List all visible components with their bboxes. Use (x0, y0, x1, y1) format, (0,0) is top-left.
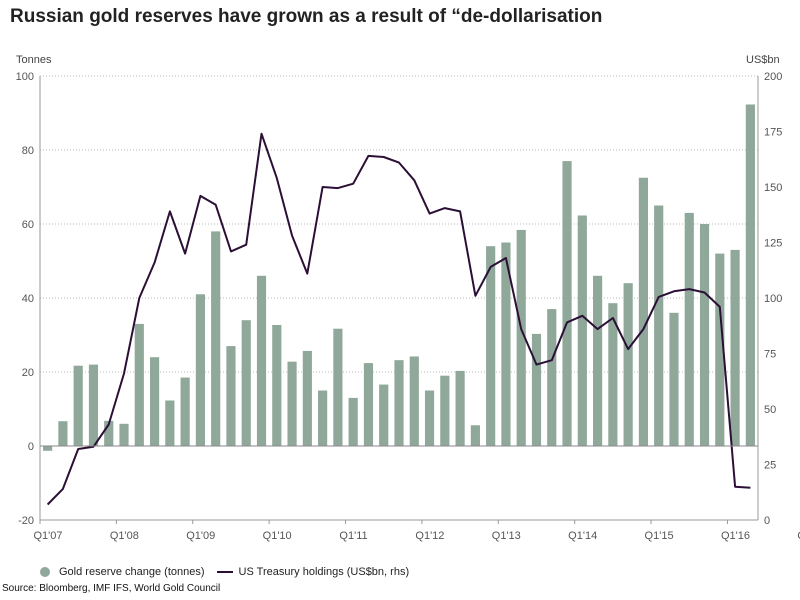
treasury-line (46, 132, 751, 506)
source-note: Source: Bloomberg, IMF IFS, World Gold C… (2, 583, 221, 594)
bar (287, 361, 297, 446)
left-tick-label: 0 (28, 441, 34, 453)
bar (43, 446, 53, 451)
right-tick-label: 50 (764, 404, 776, 416)
bar (699, 224, 710, 446)
bar (272, 325, 282, 446)
bar (531, 333, 542, 446)
legend-bar-swatch (40, 567, 50, 577)
x-tick-label: Q1'15 (645, 530, 674, 542)
bar (134, 323, 144, 446)
legend-line-label: US Treasury holdings (US$bn, rhs) (238, 566, 410, 578)
bar (88, 364, 99, 446)
x-tick-label: Q1'13 (492, 530, 521, 542)
bar (684, 212, 694, 446)
bars-layer (43, 104, 755, 451)
bar (318, 390, 328, 446)
right-tick-label: 150 (764, 182, 782, 194)
grid-layer (40, 75, 758, 373)
left-tick-label: 80 (22, 145, 34, 157)
bar (104, 420, 114, 446)
bar (455, 370, 465, 446)
bar (394, 360, 404, 446)
bar (256, 275, 267, 446)
line-layer (46, 132, 751, 506)
right-tick-label: 75 (764, 349, 776, 361)
x-tick-label: Q1'12 (415, 530, 444, 542)
bar (577, 215, 587, 446)
x-tick-label: Q1'08 (110, 530, 139, 542)
bar (119, 423, 129, 446)
left-tick-label: -20 (18, 515, 34, 527)
right-tick-label: 100 (764, 293, 782, 305)
bar (211, 231, 221, 446)
bar (608, 303, 618, 446)
legend-line-swatch (216, 571, 233, 573)
left-tick-label: 40 (22, 293, 34, 305)
left-tick-label: 100 (16, 71, 34, 83)
bar (486, 246, 496, 446)
left-tick-label: 60 (22, 219, 34, 231)
x-tick-label: Q1'17 (797, 530, 800, 542)
axis-layer: -20 0 20 40 60 80 100 0 25 50 75 100 125 150 175 200 Q1'… (16, 71, 800, 542)
bar (654, 205, 664, 446)
bar (195, 294, 205, 446)
bar (562, 161, 572, 446)
bar (348, 397, 358, 446)
bar (593, 275, 603, 446)
chart-title: Russian gold reserves have grown as a re… (10, 6, 603, 27)
bar (638, 177, 649, 446)
bar (547, 309, 557, 446)
x-tick-label: Q1'09 (186, 530, 215, 542)
legend: Gold reserve change (tonnes) US Treasury… (40, 566, 409, 578)
left-axis-unit: Tonnes (16, 54, 52, 66)
left-tick-label: 20 (22, 367, 34, 379)
bar (149, 357, 160, 446)
x-tick-label: Q1'10 (263, 530, 292, 542)
bar (241, 320, 251, 446)
bar (379, 384, 389, 446)
bar (226, 346, 236, 446)
bar (73, 365, 83, 446)
right-tick-label: 175 (764, 127, 782, 139)
bar (180, 377, 190, 446)
x-tick-label: Q1'14 (568, 530, 597, 542)
bar (730, 249, 740, 446)
right-axis-unit: US$bn (746, 54, 780, 66)
right-tick-label: 125 (764, 238, 782, 250)
right-tick-label: 200 (764, 71, 782, 83)
x-tick-label: Q1'16 (721, 530, 750, 542)
legend-bar-label: Gold reserve change (tonnes) (59, 566, 205, 578)
bar (440, 375, 450, 446)
right-tick-label: 25 (764, 460, 776, 472)
x-tick-label: Q1'11 (339, 530, 367, 542)
bar (715, 253, 725, 446)
bar (333, 328, 343, 446)
bar (669, 312, 679, 446)
bar (58, 421, 68, 446)
bar (745, 104, 755, 447)
bar (165, 400, 175, 446)
right-tick-label: 0 (764, 515, 770, 527)
bar (363, 363, 374, 446)
bar (424, 390, 435, 446)
bar (516, 229, 526, 446)
chart-plot: -20 0 20 40 60 80 100 0 25 50 75 100 125 150 175 200 Q1'… (16, 71, 800, 542)
bar (302, 350, 312, 446)
bar (409, 356, 419, 446)
bar (470, 425, 480, 446)
x-tick-label: Q1'07 (33, 530, 62, 542)
bar (623, 283, 633, 446)
bar (501, 242, 511, 446)
